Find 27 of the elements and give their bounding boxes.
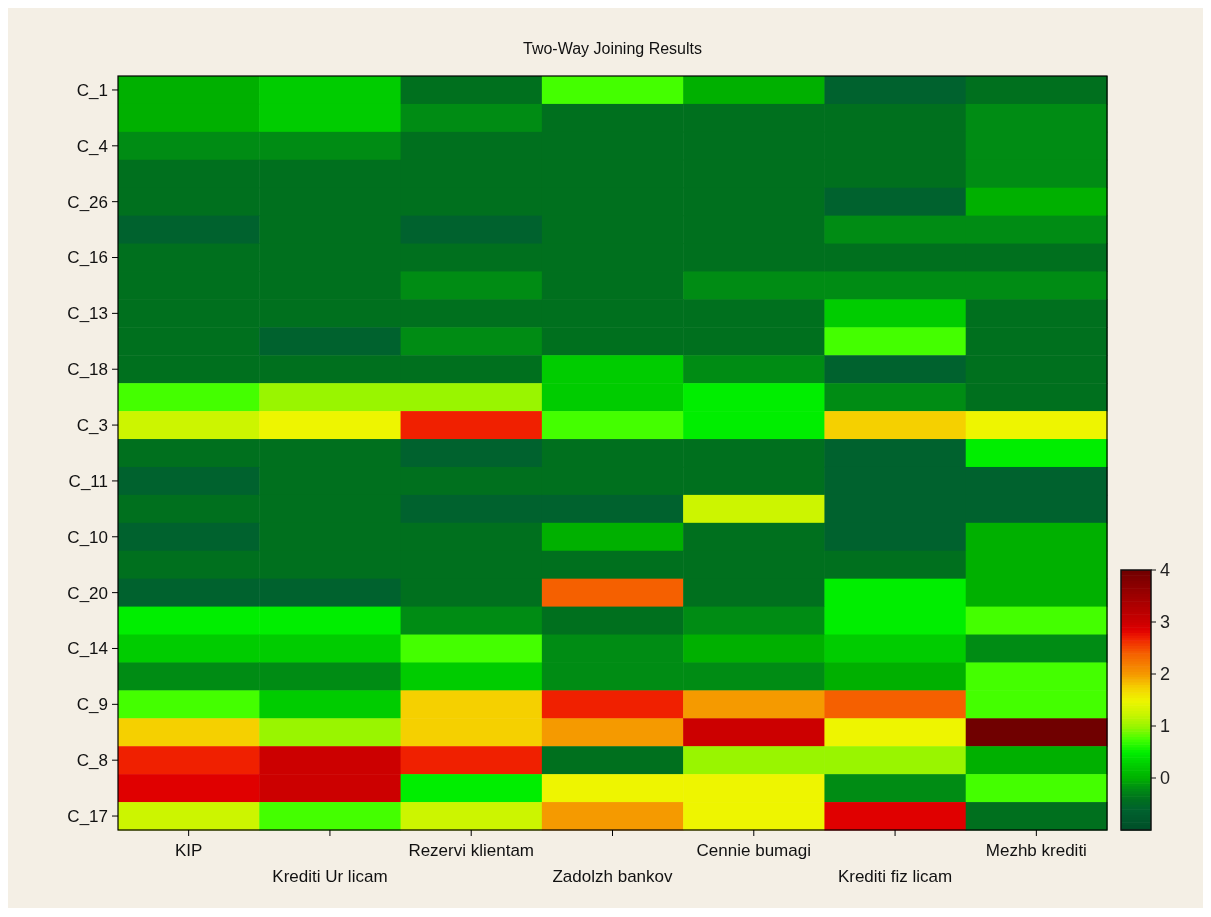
x-tick-label: Krediti fiz licam (837, 867, 953, 886)
chart-title: Two-Way Joining Results (522, 40, 703, 57)
y-tick-label: C_26 (67, 192, 108, 212)
x-tick-label: Zadolzh bankov (552, 867, 674, 886)
color-bar-label: 1 (1160, 716, 1171, 737)
y-tick-label: C_8 (76, 751, 108, 771)
y-tick-label: C_10 (67, 527, 108, 547)
y-tick-label: C_1 (76, 80, 108, 100)
y-tick-label: C_13 (67, 304, 108, 324)
y-tick-label: C_17 (67, 806, 108, 826)
x-tick-label: Krediti Ur licam (272, 867, 388, 886)
x-tick-label: KIP (174, 841, 203, 860)
y-tick-label: C_4 (76, 136, 108, 156)
color-bar-label: 4 (1160, 560, 1171, 581)
color-bar-label: 0 (1160, 768, 1171, 789)
y-tick-label: C_20 (67, 583, 108, 603)
y-tick-label: C_18 (67, 360, 108, 380)
color-bar-label: 2 (1160, 664, 1171, 685)
x-tick-label: Rezervi klientam (408, 841, 535, 860)
y-tick-label: C_3 (76, 416, 108, 436)
x-tick-label: Mezhb krediti (985, 841, 1087, 860)
y-tick-label: C_9 (76, 695, 108, 715)
y-tick-label: C_16 (67, 248, 108, 268)
y-tick-label: C_14 (67, 639, 108, 659)
color-bar-label: 3 (1160, 612, 1171, 633)
y-tick-label: C_11 (68, 471, 108, 491)
x-tick-label: Cennie bumagi (696, 841, 811, 860)
